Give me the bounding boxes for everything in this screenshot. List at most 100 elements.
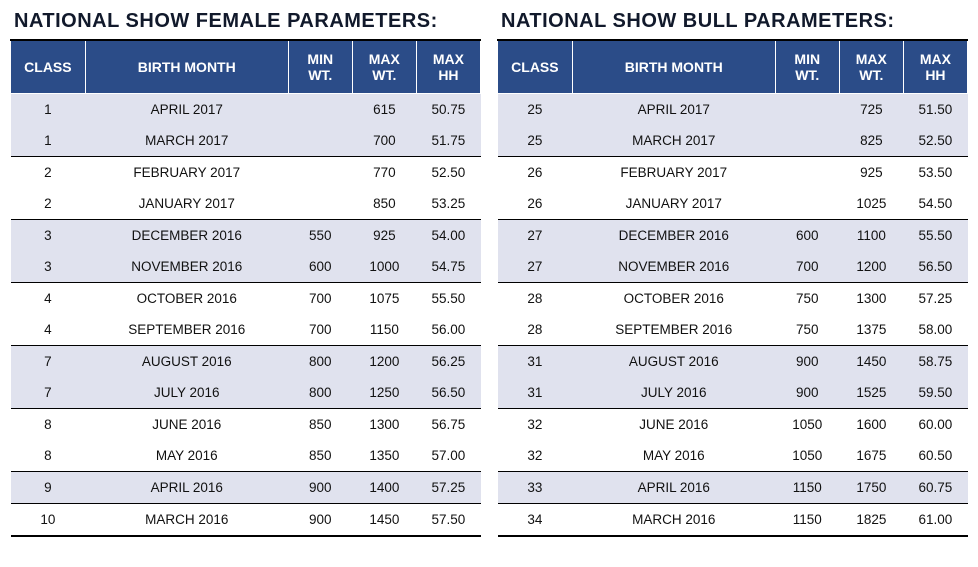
table-row: 33APRIL 20161150175060.75 (498, 472, 968, 504)
table-row: 1APRIL 201761550.75 (11, 94, 481, 126)
cell-class: 10 (11, 504, 86, 537)
table-row: 9APRIL 2016900140057.25 (11, 472, 481, 504)
cell-hh: 50.75 (416, 94, 480, 126)
cell-hh: 57.00 (416, 440, 480, 472)
table-row: 10MARCH 2016900145057.50 (11, 504, 481, 537)
cell-class: 28 (498, 283, 573, 315)
cell-max: 925 (352, 220, 416, 252)
cell-class: 31 (498, 377, 573, 409)
cell-class: 8 (11, 440, 86, 472)
cell-hh: 51.75 (416, 125, 480, 157)
cell-max: 1300 (839, 283, 903, 315)
header-maxhh: MAXHH (903, 40, 967, 94)
cell-month: DECEMBER 2016 (572, 220, 775, 252)
cell-month: MARCH 2016 (572, 504, 775, 537)
cell-min: 700 (775, 251, 839, 283)
table-row: 25MARCH 201782552.50 (498, 125, 968, 157)
cell-hh: 56.50 (903, 251, 967, 283)
cell-max: 1825 (839, 504, 903, 537)
cell-class: 2 (11, 157, 86, 189)
cell-min (775, 94, 839, 126)
table-row: 7AUGUST 2016800120056.25 (11, 346, 481, 378)
cell-month: AUGUST 2016 (572, 346, 775, 378)
cell-class: 3 (11, 251, 86, 283)
cell-hh: 52.50 (416, 157, 480, 189)
cell-max: 725 (839, 94, 903, 126)
cell-class: 33 (498, 472, 573, 504)
cell-month: MARCH 2017 (572, 125, 775, 157)
table-row: 1MARCH 201770051.75 (11, 125, 481, 157)
cell-class: 27 (498, 251, 573, 283)
cell-min: 900 (288, 504, 352, 537)
cell-month: NOVEMBER 2016 (85, 251, 288, 283)
cell-hh: 56.75 (416, 409, 480, 441)
female-tbody: 1APRIL 201761550.751MARCH 201770051.752F… (11, 94, 481, 537)
cell-min: 550 (288, 220, 352, 252)
table-row: 31JULY 2016900152559.50 (498, 377, 968, 409)
cell-class: 1 (11, 125, 86, 157)
cell-class: 4 (11, 314, 86, 346)
cell-month: APRIL 2016 (85, 472, 288, 504)
cell-max: 1375 (839, 314, 903, 346)
cell-max: 1450 (352, 504, 416, 537)
cell-hh: 60.75 (903, 472, 967, 504)
cell-hh: 51.50 (903, 94, 967, 126)
cell-max: 1000 (352, 251, 416, 283)
table-row: 3DECEMBER 201655092554.00 (11, 220, 481, 252)
cell-min: 750 (775, 283, 839, 315)
cell-hh: 54.00 (416, 220, 480, 252)
cell-month: OCTOBER 2016 (572, 283, 775, 315)
cell-month: AUGUST 2016 (85, 346, 288, 378)
cell-min: 1050 (775, 409, 839, 441)
cell-min (288, 157, 352, 189)
table-row: 32JUNE 20161050160060.00 (498, 409, 968, 441)
cell-min: 1050 (775, 440, 839, 472)
table-row: 27NOVEMBER 2016700120056.50 (498, 251, 968, 283)
cell-month: NOVEMBER 2016 (572, 251, 775, 283)
cell-month: DECEMBER 2016 (85, 220, 288, 252)
bull-title: NATIONAL SHOW BULL PARAMETERS: (501, 10, 968, 33)
cell-min: 700 (288, 314, 352, 346)
cell-class: 26 (498, 157, 573, 189)
cell-class: 4 (11, 283, 86, 315)
cell-class: 27 (498, 220, 573, 252)
cell-min (775, 188, 839, 220)
cell-min: 1150 (775, 504, 839, 537)
cell-max: 825 (839, 125, 903, 157)
cell-month: SEPTEMBER 2016 (85, 314, 288, 346)
cell-hh: 57.50 (416, 504, 480, 537)
table-row: 28OCTOBER 2016750130057.25 (498, 283, 968, 315)
table-row: 26FEBRUARY 201792553.50 (498, 157, 968, 189)
cell-min: 850 (288, 440, 352, 472)
cell-month: MAY 2016 (85, 440, 288, 472)
table-row: 25APRIL 201772551.50 (498, 94, 968, 126)
cell-month: APRIL 2017 (85, 94, 288, 126)
cell-month: APRIL 2016 (572, 472, 775, 504)
header-class: CLASS (498, 40, 573, 94)
cell-class: 9 (11, 472, 86, 504)
table-row: 7JULY 2016800125056.50 (11, 377, 481, 409)
cell-max: 1200 (839, 251, 903, 283)
cell-hh: 57.25 (903, 283, 967, 315)
header-minwt: MINWT. (288, 40, 352, 94)
female-panel: NATIONAL SHOW FEMALE PARAMETERS: CLASS B… (10, 10, 481, 537)
header-maxwt: MAXWT. (839, 40, 903, 94)
female-table: CLASS BIRTH MONTH MINWT. MAXWT. MAXHH 1A… (10, 39, 481, 537)
cell-month: JUNE 2016 (572, 409, 775, 441)
cell-max: 1100 (839, 220, 903, 252)
cell-max: 1025 (839, 188, 903, 220)
cell-hh: 56.25 (416, 346, 480, 378)
cell-max: 925 (839, 157, 903, 189)
table-row: 4OCTOBER 2016700107555.50 (11, 283, 481, 315)
table-row: 4SEPTEMBER 2016700115056.00 (11, 314, 481, 346)
cell-class: 32 (498, 409, 573, 441)
table-row: 32MAY 20161050167560.50 (498, 440, 968, 472)
cell-min (288, 125, 352, 157)
cell-max: 1150 (352, 314, 416, 346)
cell-max: 1300 (352, 409, 416, 441)
cell-max: 1350 (352, 440, 416, 472)
cell-hh: 54.50 (903, 188, 967, 220)
cell-month: JUNE 2016 (85, 409, 288, 441)
header-class: CLASS (11, 40, 86, 94)
bull-tbody: 25APRIL 201772551.5025MARCH 201782552.50… (498, 94, 968, 537)
